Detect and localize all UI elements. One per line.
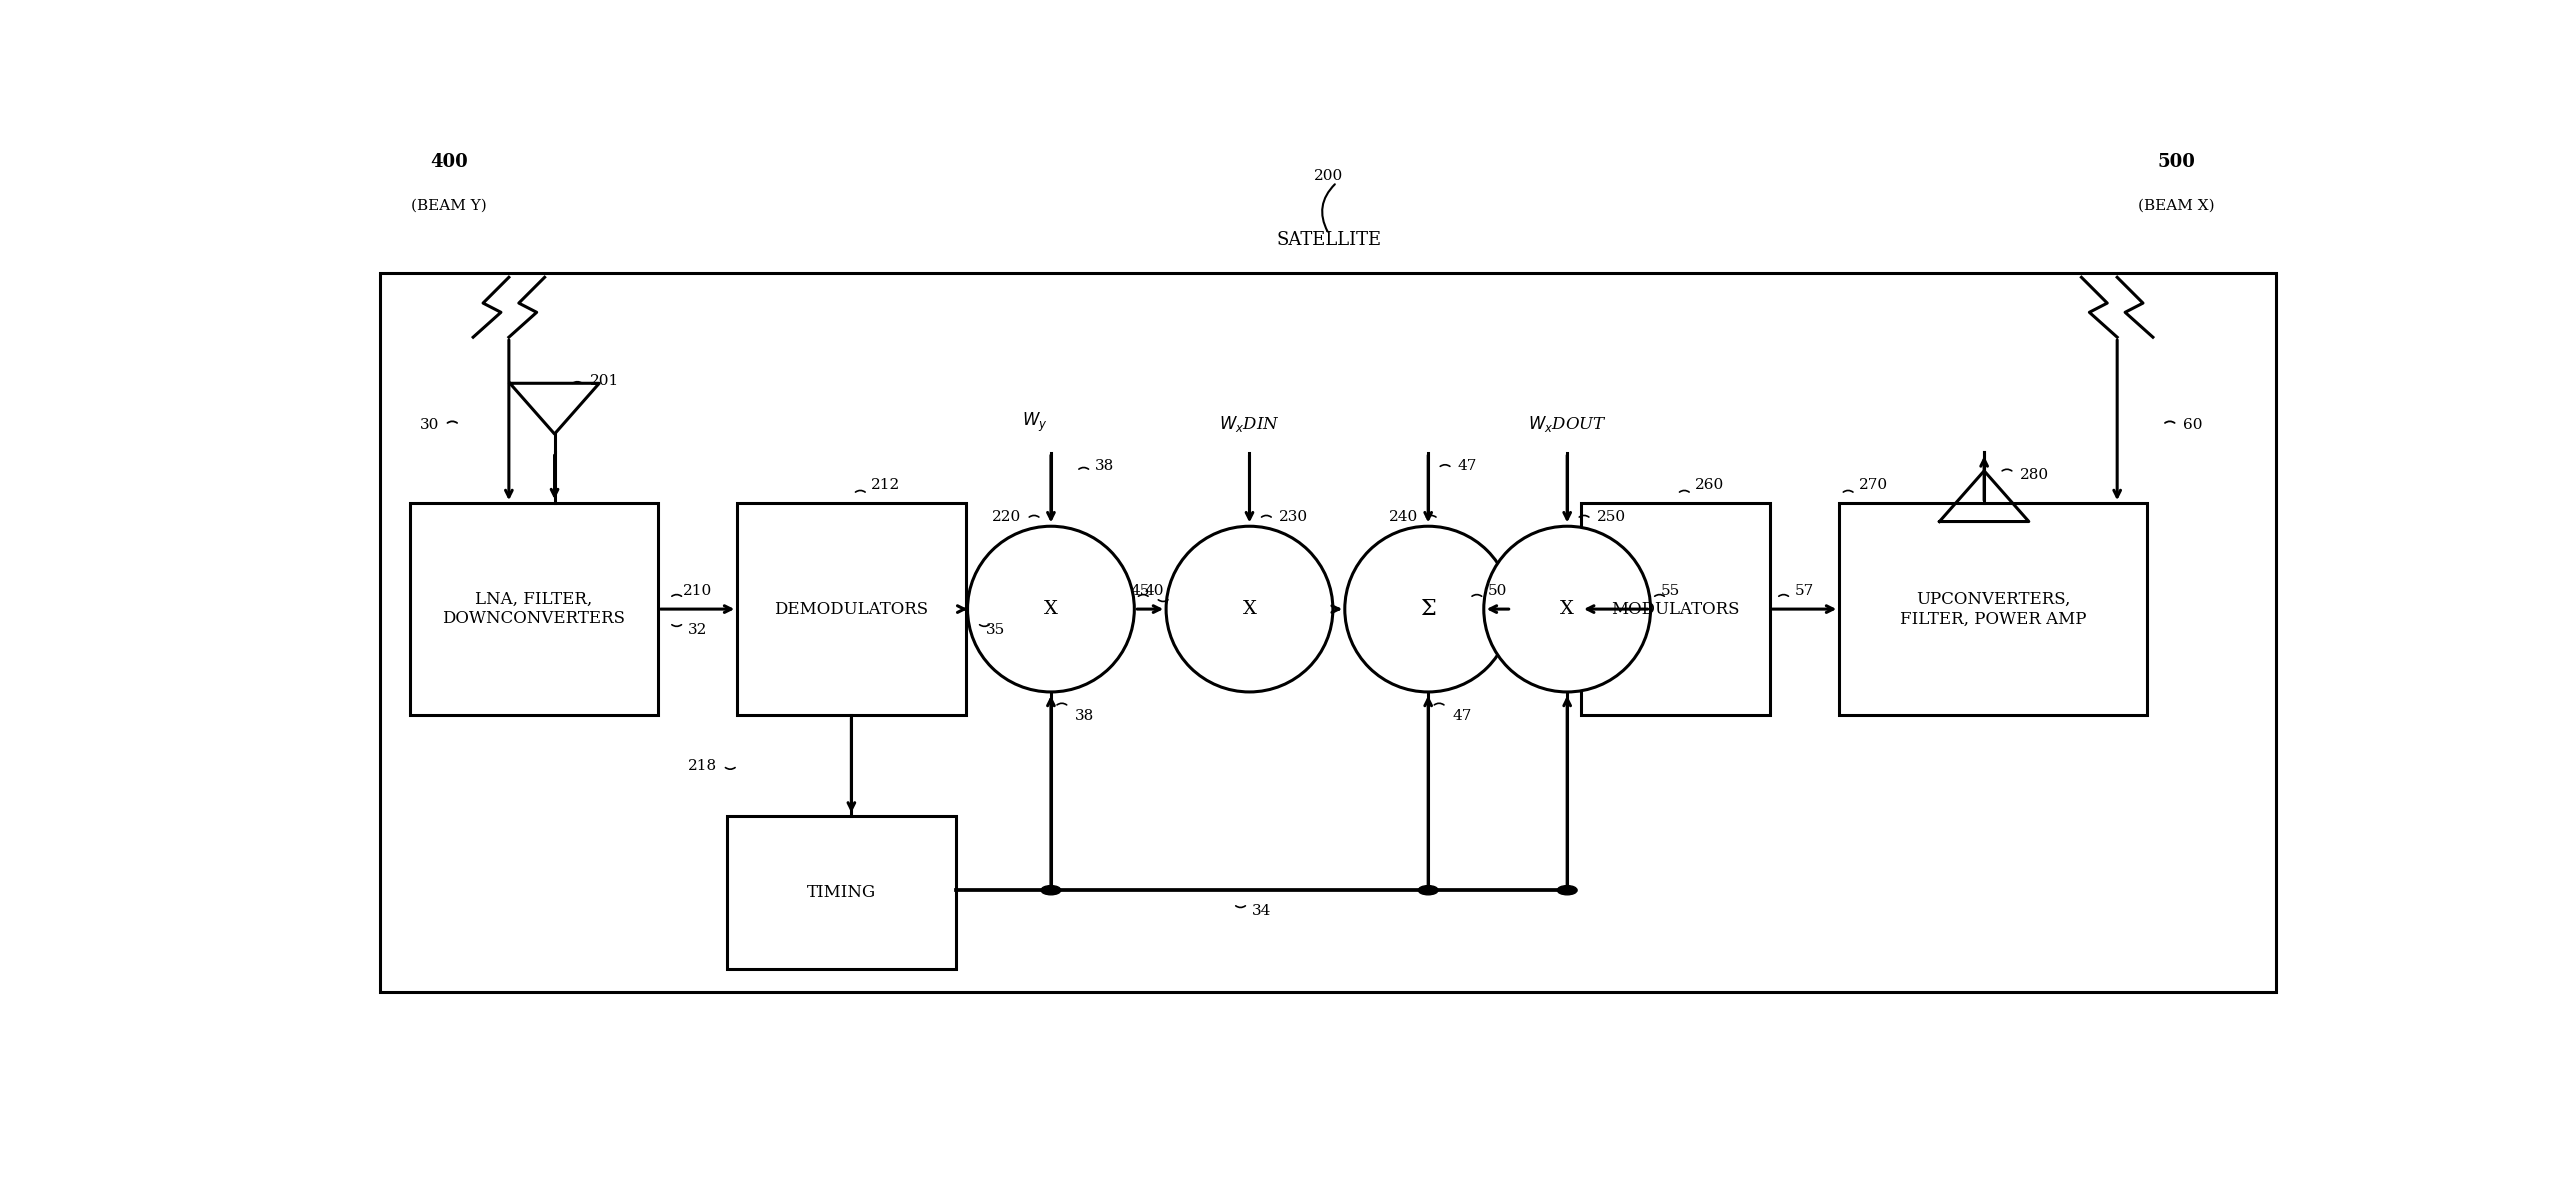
Text: 260: 260 xyxy=(1696,478,1724,492)
Text: UPCONVERTERS,
FILTER, POWER AMP: UPCONVERTERS, FILTER, POWER AMP xyxy=(1901,591,2085,627)
Ellipse shape xyxy=(1483,527,1650,692)
Text: LNA, FILTER,
DOWNCONVERTERS: LNA, FILTER, DOWNCONVERTERS xyxy=(443,591,625,627)
Text: 250: 250 xyxy=(1596,510,1627,524)
Text: TIMING: TIMING xyxy=(807,885,876,901)
Text: SATELLITE: SATELLITE xyxy=(1276,231,1381,249)
Bar xyxy=(410,503,658,715)
Circle shape xyxy=(1040,886,1061,895)
Text: 500: 500 xyxy=(2157,153,2196,171)
Text: 34: 34 xyxy=(1253,904,1271,918)
Ellipse shape xyxy=(1166,527,1332,692)
Text: $W_y$: $W_y$ xyxy=(1022,411,1048,435)
Text: X: X xyxy=(1560,600,1573,618)
Text: X: X xyxy=(1043,600,1058,618)
Bar xyxy=(728,816,956,968)
Text: 200: 200 xyxy=(1314,169,1342,183)
Text: 218: 218 xyxy=(689,759,717,773)
Text: X: X xyxy=(1243,600,1255,618)
Text: 35: 35 xyxy=(986,622,1004,637)
Text: 57: 57 xyxy=(1796,584,1814,598)
Text: Σ: Σ xyxy=(1419,598,1437,620)
Text: 45: 45 xyxy=(1130,584,1150,598)
Text: 212: 212 xyxy=(871,478,899,492)
Text: $W_x$DOUT: $W_x$DOUT xyxy=(1527,414,1606,435)
Text: 47: 47 xyxy=(1458,460,1478,473)
Bar xyxy=(738,503,966,715)
Bar xyxy=(1581,503,1770,715)
Text: 240: 240 xyxy=(1389,510,1419,524)
Text: 210: 210 xyxy=(684,584,712,598)
Text: 280: 280 xyxy=(2019,468,2050,482)
Text: 38: 38 xyxy=(1076,709,1094,723)
Text: 60: 60 xyxy=(2183,418,2203,432)
Ellipse shape xyxy=(968,527,1135,692)
Text: $W_x$DIN: $W_x$DIN xyxy=(1220,414,1281,435)
Text: (BEAM X): (BEAM X) xyxy=(2139,199,2216,213)
Text: 32: 32 xyxy=(687,622,707,637)
Text: 50: 50 xyxy=(1489,584,1506,598)
Bar xyxy=(1840,503,2147,715)
Text: 40: 40 xyxy=(1145,584,1163,598)
Bar xyxy=(379,273,2275,991)
Text: MODULATORS: MODULATORS xyxy=(1611,601,1740,618)
Ellipse shape xyxy=(1345,527,1512,692)
Text: (BEAM Y): (BEAM Y) xyxy=(412,199,487,213)
Text: DEMODULATORS: DEMODULATORS xyxy=(774,601,927,618)
Text: 55: 55 xyxy=(1660,584,1681,598)
Circle shape xyxy=(1558,886,1578,895)
Text: 47: 47 xyxy=(1453,709,1471,723)
Text: 270: 270 xyxy=(1860,478,1888,492)
Text: 30: 30 xyxy=(420,418,441,432)
Text: 230: 230 xyxy=(1278,510,1309,524)
Text: 38: 38 xyxy=(1094,460,1114,473)
Circle shape xyxy=(1419,886,1437,895)
Text: 220: 220 xyxy=(991,510,1022,524)
Text: 201: 201 xyxy=(589,373,620,388)
Text: 400: 400 xyxy=(430,153,469,171)
